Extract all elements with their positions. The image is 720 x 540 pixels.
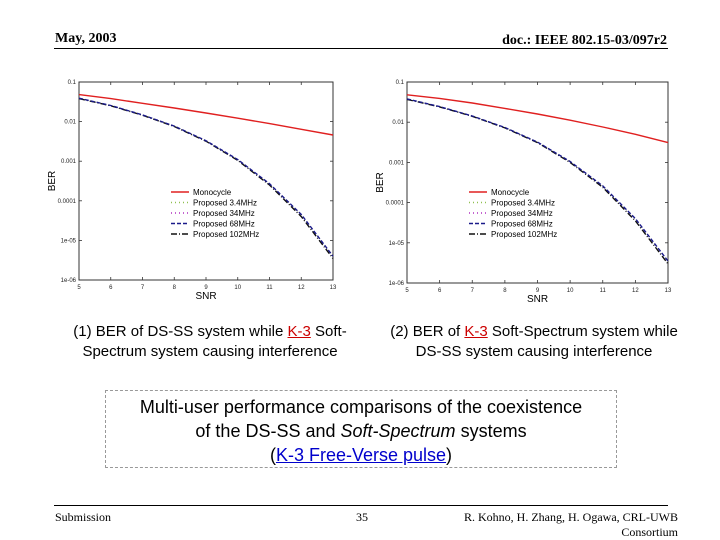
- caption-1-ref: K-3: [287, 323, 311, 340]
- y-tick-label: 0.0001: [386, 201, 405, 207]
- free-verse-pulse-link[interactable]: K-3 Free-Verse pulse: [275, 445, 447, 465]
- plot-frame: [78, 81, 334, 281]
- header-doc-id: doc.: IEEE 802.15-03/097r2: [502, 33, 667, 48]
- y-axis-label: BER: [47, 171, 58, 192]
- footer-rule: [54, 505, 668, 506]
- x-tick-label: 5: [77, 285, 81, 291]
- legend-label: Monocycle: [193, 188, 232, 197]
- y-tick-label: 0.1: [396, 80, 405, 86]
- x-tick-label: 11: [266, 285, 273, 291]
- caption-chart-2: (2) BER of K-3 Soft-Spectrum system whil…: [390, 323, 678, 360]
- x-tick-label: 7: [471, 288, 475, 294]
- legend-label: Proposed 68MHz: [491, 220, 553, 229]
- y-tick-label: 0.1: [68, 80, 77, 86]
- series-line-proposed-68mhz: [78, 97, 334, 257]
- x-axis-label: SNR: [195, 291, 216, 302]
- x-tick-label: 11: [600, 288, 607, 294]
- x-axis-label: SNR: [527, 294, 548, 305]
- x-tick-label: 9: [204, 285, 208, 291]
- y-tick-label: 0.001: [389, 160, 405, 166]
- footer-submission: Submission: [55, 510, 112, 524]
- series-line-proposed-68mhz: [406, 98, 669, 262]
- plot-frame: [406, 81, 669, 284]
- x-tick-label: 10: [234, 285, 241, 291]
- y-tick-label: 0.01: [392, 120, 404, 126]
- y-tick-label: 1e-06: [61, 278, 77, 284]
- y-tick-label: 0.001: [61, 159, 77, 165]
- y-tick-label: 0.01: [64, 120, 76, 126]
- series-line-monocycle: [406, 94, 669, 144]
- series-line-monocycle: [78, 93, 334, 136]
- x-tick-label: 9: [536, 288, 540, 294]
- legend-label: Proposed 3.4MHz: [491, 199, 555, 208]
- x-tick-label: 13: [665, 288, 672, 294]
- y-axis-label: BER: [375, 172, 386, 193]
- x-tick-label: 12: [632, 288, 639, 294]
- caption-2-ref: K-3: [464, 323, 488, 340]
- legend-label: Proposed 34MHz: [491, 209, 553, 218]
- legend-label: Monocycle: [491, 188, 530, 197]
- legend-label: Proposed 102MHz: [491, 230, 557, 239]
- x-tick-label: 7: [141, 285, 145, 291]
- x-tick-label: 10: [567, 288, 574, 294]
- legend-label: Proposed 3.4MHz: [193, 199, 257, 208]
- footer-authors: R. Kohno, H. Zhang, H. Ogawa, CRL-UWB Con…: [464, 510, 678, 539]
- legend-label: Proposed 34MHz: [193, 209, 255, 218]
- x-tick-label: 8: [173, 285, 177, 291]
- x-tick-label: 5: [405, 288, 409, 294]
- x-tick-label: 6: [109, 285, 113, 291]
- x-tick-label: 12: [298, 285, 305, 291]
- legend-label: Proposed 68MHz: [193, 220, 255, 229]
- summary-note: Multi-user performance comparisons of th…: [105, 390, 617, 468]
- x-tick-label: 6: [438, 288, 442, 294]
- y-tick-label: 1e-05: [389, 241, 405, 247]
- header-rule: [54, 48, 668, 49]
- x-tick-label: 8: [503, 288, 507, 294]
- legend-label: Proposed 102MHz: [193, 230, 259, 239]
- y-tick-label: 0.0001: [58, 199, 77, 205]
- y-tick-label: 1e-06: [389, 281, 405, 287]
- caption-chart-1: (1) BER of DS-SS system while K-3 Soft- …: [73, 323, 347, 360]
- x-tick-label: 13: [330, 285, 337, 291]
- footer-page-number: 35: [356, 510, 368, 524]
- y-tick-label: 1e-05: [61, 238, 77, 244]
- header-date: May, 2003: [55, 31, 117, 46]
